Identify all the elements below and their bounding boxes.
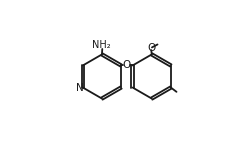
Text: O: O [122,60,131,70]
Text: NH₂: NH₂ [92,40,111,50]
Text: O: O [147,43,155,53]
Text: N: N [75,82,83,92]
